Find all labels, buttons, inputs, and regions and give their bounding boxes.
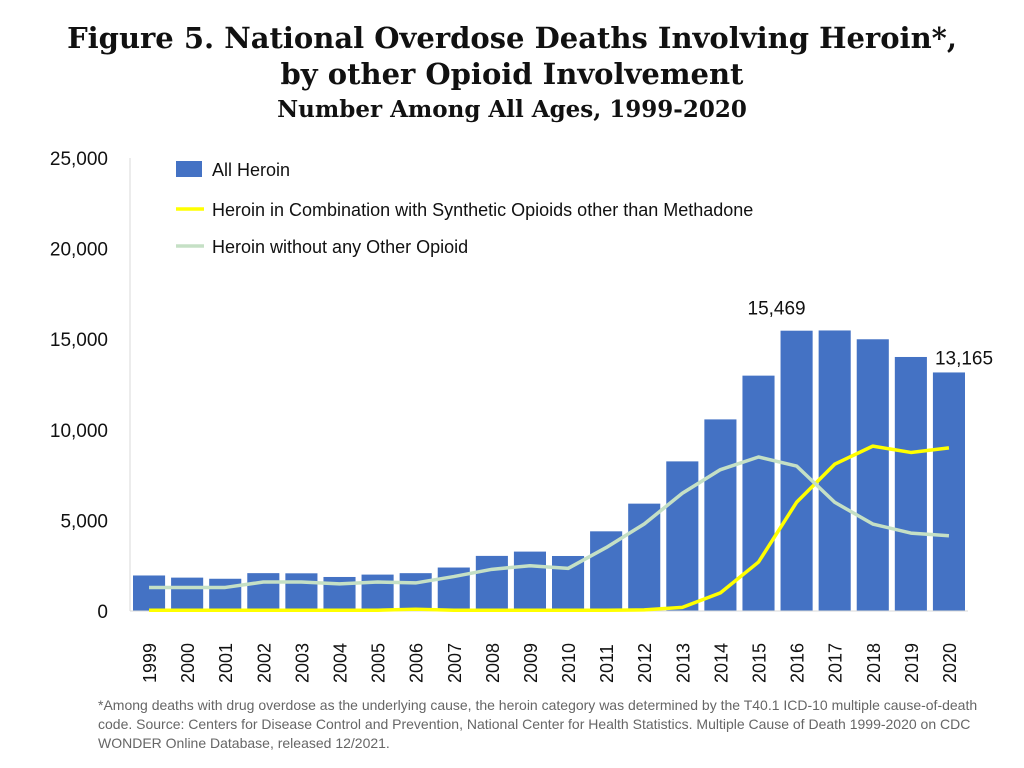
bar-2019 bbox=[894, 356, 927, 611]
bar-2014 bbox=[704, 419, 737, 611]
x-tick-label: 2013 bbox=[673, 643, 693, 683]
data-label: 13,165 bbox=[935, 348, 993, 369]
y-tick-label: 15,000 bbox=[50, 330, 108, 351]
y-tick-label: 20,000 bbox=[50, 240, 108, 261]
bar-2001 bbox=[209, 578, 242, 611]
bar-2010 bbox=[552, 555, 585, 611]
y-tick-label: 5,000 bbox=[60, 511, 108, 532]
chart-subtitle: Number Among All Ages, 1999-2020 bbox=[277, 96, 747, 123]
x-tick-label: 2002 bbox=[254, 643, 274, 683]
x-tick-label: 2014 bbox=[711, 643, 731, 683]
bar-2013 bbox=[666, 461, 699, 611]
x-tick-label: 2008 bbox=[483, 643, 503, 683]
bar-2006 bbox=[399, 573, 432, 611]
bar-2002 bbox=[247, 573, 280, 611]
legend-label: Heroin in Combination with Synthetic Opi… bbox=[212, 200, 753, 220]
bar-2011 bbox=[590, 531, 623, 611]
legend-label: Heroin without any Other Opioid bbox=[212, 237, 468, 257]
x-tick-label: 2003 bbox=[292, 643, 312, 683]
bar-2005 bbox=[361, 574, 394, 611]
x-tick-label: 2007 bbox=[445, 643, 465, 683]
data-label: 15,469 bbox=[748, 299, 806, 320]
bar-2000 bbox=[171, 577, 204, 611]
chart-title: Figure 5. National Overdose Deaths Invol… bbox=[67, 21, 957, 91]
x-tick-label: 2009 bbox=[521, 643, 541, 683]
bar-2015 bbox=[742, 375, 775, 611]
legend-swatch-bar bbox=[176, 161, 202, 177]
bar-2020 bbox=[932, 372, 965, 611]
x-tick-label: 1999 bbox=[140, 643, 160, 683]
footnote: *Among deaths with drug overdose as the … bbox=[98, 697, 978, 751]
x-tick-label: 2016 bbox=[788, 643, 808, 683]
y-tick-label: 25,000 bbox=[50, 149, 108, 170]
series-line-2 bbox=[149, 455, 950, 590]
x-tick-label: 2020 bbox=[940, 643, 960, 683]
x-tick-label: 2005 bbox=[369, 643, 389, 683]
bar-2008 bbox=[475, 555, 508, 611]
x-tick-label: 2000 bbox=[178, 643, 198, 683]
x-tick-label: 2006 bbox=[407, 643, 427, 683]
x-tick-label: 2004 bbox=[331, 643, 351, 683]
x-tick-label: 2012 bbox=[635, 643, 655, 683]
x-tick-label: 2019 bbox=[902, 643, 922, 683]
bar-1999 bbox=[133, 575, 166, 611]
bar-2009 bbox=[513, 551, 546, 611]
x-tick-label: 2015 bbox=[750, 643, 770, 683]
bar-2012 bbox=[628, 503, 661, 611]
bar-2018 bbox=[856, 339, 889, 611]
legend-label: All Heroin bbox=[212, 160, 290, 180]
x-tick-label: 2001 bbox=[216, 643, 236, 683]
bar-2017 bbox=[818, 330, 851, 611]
y-tick-label: 0 bbox=[97, 602, 108, 623]
x-tick-label: 2017 bbox=[826, 643, 846, 683]
x-tick-label: 2018 bbox=[864, 643, 884, 683]
bar-2016 bbox=[780, 330, 813, 611]
x-tick-label: 2011 bbox=[597, 644, 617, 683]
x-tick-label: 2010 bbox=[559, 643, 579, 683]
y-tick-label: 10,000 bbox=[50, 421, 108, 442]
bar-2003 bbox=[285, 573, 318, 611]
